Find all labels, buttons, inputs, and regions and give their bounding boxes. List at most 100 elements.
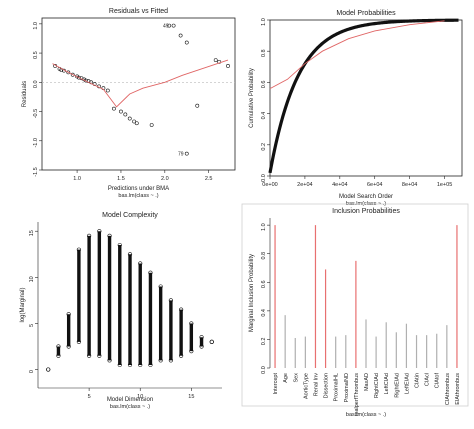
model-point <box>76 247 81 252</box>
residual-point <box>70 72 75 77</box>
category-label: ProximalHL <box>334 373 340 401</box>
x-axis-label: Predictions under BMA <box>108 186 169 192</box>
residual-point <box>132 119 137 124</box>
plot-frame <box>41 17 236 171</box>
model-point <box>87 353 92 358</box>
smoother-line <box>52 59 229 108</box>
model-point <box>66 344 71 349</box>
y-tick-label: 0.4 <box>261 112 267 120</box>
model-point <box>179 353 184 358</box>
point-label: 49 <box>163 24 169 30</box>
smoother-line <box>269 20 445 90</box>
cumulative-probability-curve <box>268 18 459 174</box>
y-tick-label: 0.8 <box>261 49 267 57</box>
y-tick-label: -0.5 <box>33 109 39 118</box>
category-label: Intercept <box>273 373 279 395</box>
y-tick-label: 5 <box>29 324 35 327</box>
x-tick-label: 0e+00 <box>262 182 277 188</box>
category-label: LeftEIAd <box>404 373 410 394</box>
model-point <box>87 233 92 238</box>
model-point <box>66 312 71 317</box>
y-tick-label: 0.5 <box>33 51 39 59</box>
x-tick-label: 1e+05 <box>437 182 452 188</box>
model-point <box>97 353 102 358</box>
panel-frame <box>241 203 469 407</box>
chart-title: Inclusion Probabilities <box>332 208 400 215</box>
residual-point <box>149 123 154 127</box>
residual-point <box>123 112 128 117</box>
category-label: Sex <box>293 373 299 383</box>
category-label: ProximalND <box>344 373 350 402</box>
model-point <box>127 252 133 257</box>
model-point <box>46 367 51 372</box>
chart-title: Residuals vs Fitted <box>109 8 168 15</box>
y-tick-label: 0.0 <box>261 366 267 374</box>
y-tick-label: 1.0 <box>33 22 39 30</box>
x-tick-label: 15 <box>188 394 194 400</box>
x-tick-label: 10 <box>137 394 143 400</box>
model-point <box>189 321 194 326</box>
y-tick-label: 1.0 <box>261 18 267 26</box>
y-tick-label: 1.0 <box>261 223 267 231</box>
x-tick-label: 2e+04 <box>297 182 312 188</box>
chart-title: Model Complexity <box>102 212 158 219</box>
x-tick-label: 5 <box>88 394 91 400</box>
residual-point <box>112 106 116 111</box>
residual-point <box>213 58 218 62</box>
y-axis-label: Cumulative Probability <box>249 68 255 128</box>
category-label: EIAthrombus <box>455 373 461 405</box>
model-point <box>158 284 163 289</box>
x-axis-label: Model Dimension <box>107 397 153 403</box>
model-point <box>179 307 184 312</box>
category-label: CIAtin <box>415 373 421 388</box>
plot-frame <box>269 19 463 177</box>
y-axis-label: Marginal Inclusion Probability <box>249 254 255 332</box>
model-point <box>127 362 133 368</box>
model-point <box>168 298 173 303</box>
category-label: malperfThrombus <box>354 373 360 416</box>
y-axis-label: log(Marginal) <box>20 287 26 322</box>
x-tick-label: 6e+04 <box>367 182 382 188</box>
x-tick-label: 1.5 <box>117 176 125 182</box>
x-tick-label: 4e+04 <box>332 182 347 188</box>
model-point <box>107 358 112 363</box>
model-point <box>148 362 153 368</box>
x-tick-label: 2.0 <box>161 176 169 182</box>
model-point <box>117 242 122 248</box>
chart-title: Model Probabilities <box>336 10 396 17</box>
model-point <box>158 358 163 363</box>
model-point <box>148 270 153 275</box>
residual-point <box>105 88 110 93</box>
category-label: RightEIAd <box>394 373 400 398</box>
category-label: CIAthrombus <box>445 373 451 405</box>
residual-point <box>184 40 189 45</box>
model-point <box>56 344 61 349</box>
y-axis-label: Residuals <box>22 81 28 107</box>
residual-point <box>119 109 123 114</box>
model-point <box>97 229 102 234</box>
model-point <box>168 358 173 363</box>
residual-point <box>134 121 139 126</box>
category-label: RightCIAd <box>374 373 380 398</box>
category-label: CIAcl <box>425 373 431 386</box>
chart-sublabel: bas.lm(class ~ .) <box>118 193 158 199</box>
residual-point <box>171 23 176 28</box>
point-label: 79 <box>178 152 184 158</box>
model-point <box>117 362 122 368</box>
y-tick-label: 0.2 <box>261 143 267 151</box>
chart-sublabel: bas.lm(class ~ .) <box>346 412 386 418</box>
y-tick-label: 0.6 <box>261 81 267 89</box>
model-point <box>138 261 143 266</box>
y-tick-label: 10 <box>29 276 35 282</box>
model-point <box>189 349 194 354</box>
category-label: AorticType <box>303 373 309 399</box>
y-tick-label: 0.0 <box>33 80 39 88</box>
y-tick-label: 0.0 <box>261 174 267 182</box>
category-label: Age <box>283 373 289 383</box>
y-tick-label: -1.0 <box>33 138 39 147</box>
model-point <box>199 335 204 340</box>
model-point <box>76 339 81 344</box>
y-tick-label: 0.6 <box>261 280 267 288</box>
residual-point <box>184 151 189 156</box>
